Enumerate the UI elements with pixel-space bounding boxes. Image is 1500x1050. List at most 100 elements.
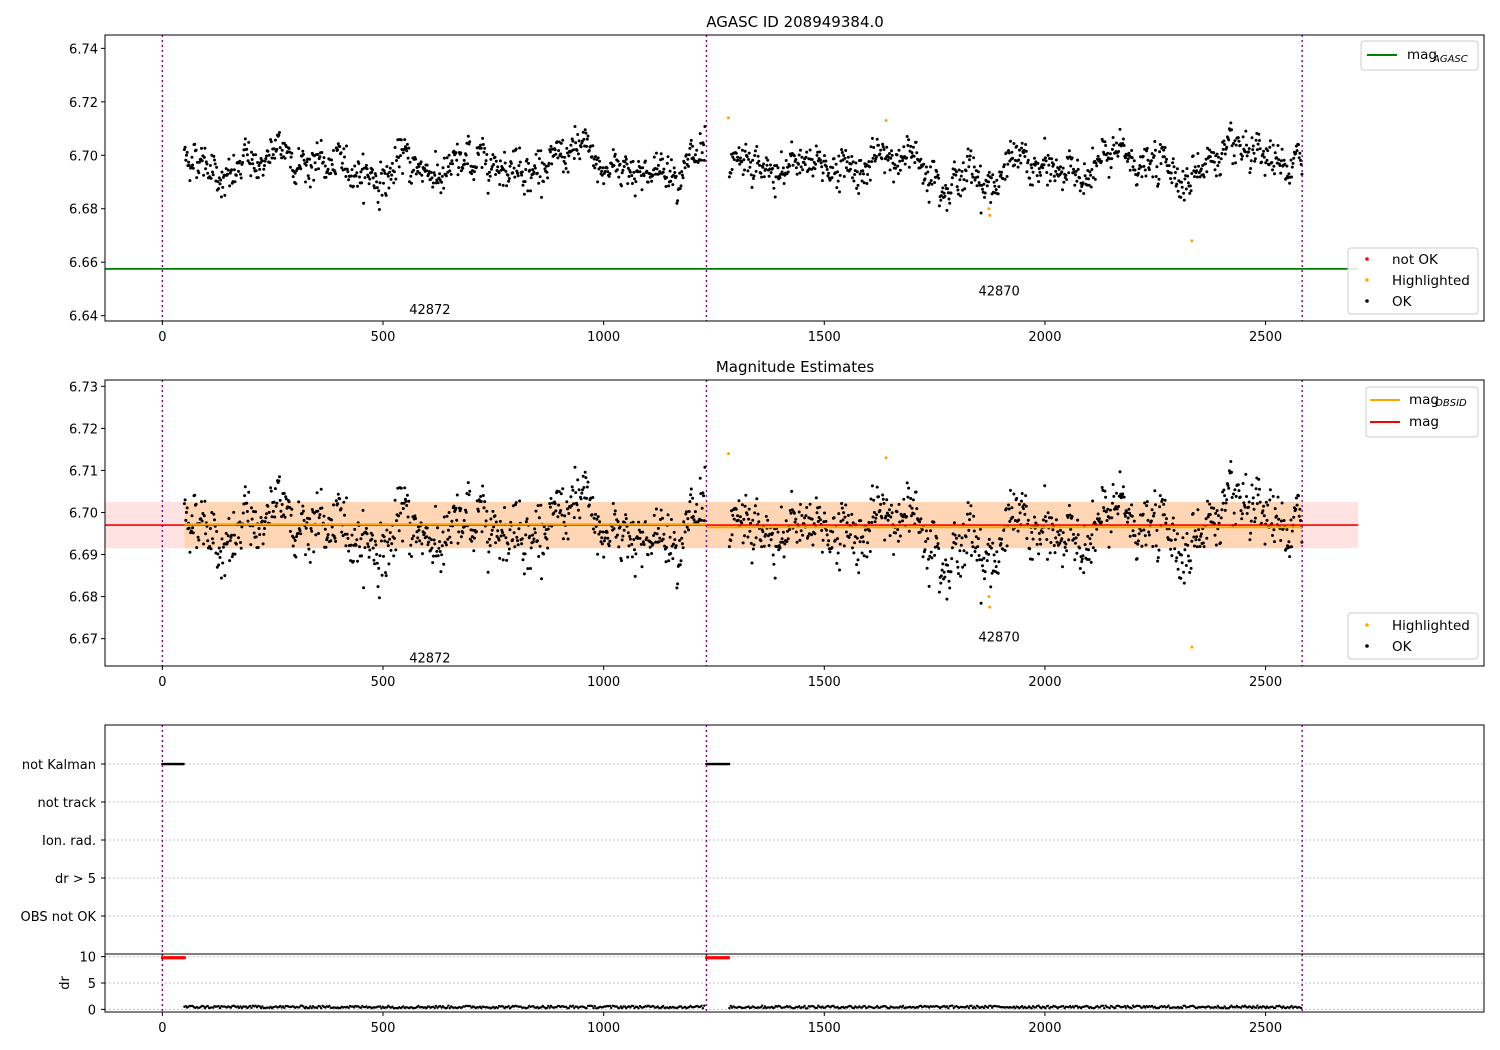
ok-point [1045,171,1049,174]
ok-point [308,517,312,521]
ok-point [764,167,768,171]
ok-point [1197,528,1201,532]
ok-point [1046,557,1049,561]
ok-point [1088,170,1092,174]
ok-point [1108,152,1112,156]
ok-point [283,515,287,519]
ok-point [1262,149,1266,153]
ok-point [1130,514,1134,518]
ok-point [1052,544,1056,547]
ok-point [490,528,494,532]
ok-point [790,140,794,144]
ok-point [301,149,305,153]
ok-point [566,507,569,511]
ok-point [1126,157,1130,161]
ok-point [1137,532,1141,536]
ok-point [193,142,197,146]
ok-point [869,145,873,149]
ok-point [1007,151,1011,155]
ok-point [642,543,646,546]
dr-point [945,1005,949,1008]
ok-point [784,159,788,162]
ok-point [814,144,818,148]
ok-point [680,542,684,546]
ok-point [204,167,208,171]
ok-point [1160,145,1164,149]
dr-point [1075,1004,1079,1008]
ok-point [1208,513,1212,516]
ok-point [903,513,906,516]
ok-point [1023,155,1027,158]
ok-point [929,179,933,182]
ok-point [799,502,802,506]
legend-point-label: Highlighted [1392,618,1470,634]
dr-ylabel: dr [58,976,73,990]
legend-point-label: Highlighted [1392,273,1470,289]
ok-point [686,517,690,521]
ok-point [729,171,733,175]
ok-point [650,179,654,183]
ok-point [627,175,631,178]
ok-point [756,154,760,158]
ok-point [1089,560,1093,564]
ok-point [401,539,405,543]
ok-point [1271,143,1275,147]
ok-point [631,520,635,524]
ok-point [751,177,755,180]
ok-point [1002,163,1006,167]
ok-point [1026,158,1030,162]
ok-point [772,186,776,190]
ok-point [492,163,496,166]
ok-point [350,533,354,537]
ok-point [1193,175,1196,179]
ok-point [947,579,951,583]
dr-point [502,1005,505,1008]
ok-point [885,498,889,502]
ok-point [508,528,512,532]
ok-point [290,151,294,155]
ok-point [970,181,973,185]
ok-point [243,494,247,498]
ok-point [401,172,405,175]
ok-point [606,170,610,174]
ok-point [731,513,735,517]
ok-point [294,182,298,186]
ok-point [571,488,575,492]
ok-point [559,492,563,496]
ok-point [1030,166,1034,170]
ok-point [375,552,379,556]
ok-point [533,164,537,168]
ok-point [297,500,301,504]
ok-point [1083,543,1087,547]
ok-point [543,532,547,536]
ok-point [1017,158,1021,162]
highlighted-point [727,116,730,120]
ok-point [366,545,370,549]
ok-point [350,168,354,172]
ok-point [1173,176,1177,180]
ok-point [1043,156,1047,160]
ok-point [890,153,894,157]
ok-point [358,175,361,179]
ok-point [764,514,768,518]
ok-point [1132,519,1136,523]
ok-point [623,160,627,164]
ok-point [1260,160,1264,164]
ok-point [499,534,503,538]
top-ytick-label: 6.72 [69,96,98,111]
ok-point [219,576,223,580]
ok-point [1158,494,1162,498]
ok-point [1189,566,1193,570]
ok-point [448,535,452,539]
ok-point [221,561,225,565]
ok-point [662,167,666,171]
ok-point [853,535,857,539]
ok-point [561,487,565,491]
legend-point-label: OK [1392,294,1413,310]
dr-point [240,1006,244,1010]
dr-point [259,1006,263,1010]
ok-point [585,137,589,141]
ok-point [1082,571,1086,575]
ok-point [748,529,752,533]
ok-point [962,549,966,553]
